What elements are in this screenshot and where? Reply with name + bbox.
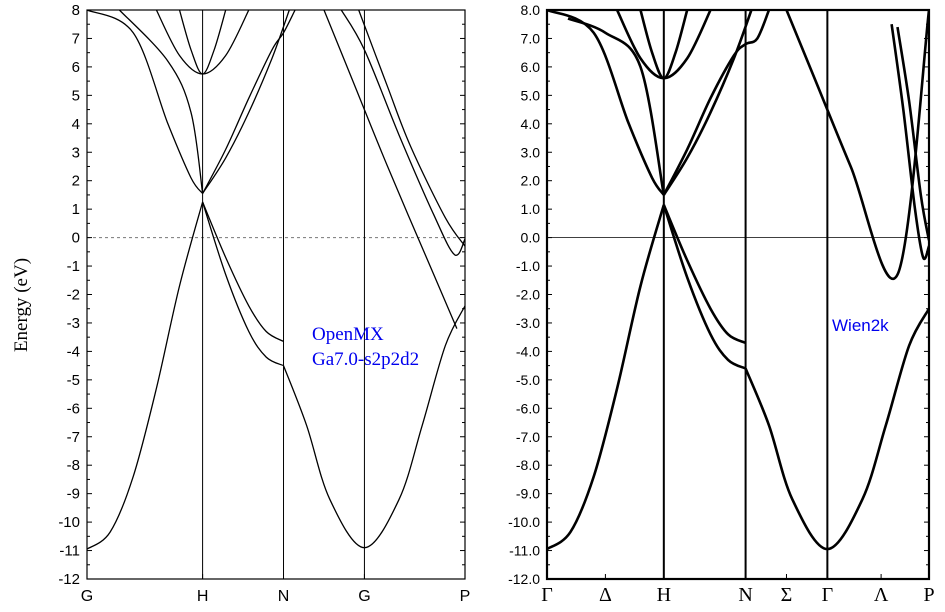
y-tick-label: 3 (72, 144, 80, 161)
y-tick-label: -12.0 (508, 571, 540, 587)
y-tick-label: 4.0 (521, 116, 541, 132)
y-tick-label: 8.0 (521, 2, 541, 18)
band-line (890, 24, 929, 261)
band-line (201, 201, 284, 342)
band-line (282, 305, 465, 549)
x-tick-label: N (278, 588, 290, 605)
method-annotation: Wien2k (832, 316, 889, 335)
y-tick-label: 1 (72, 201, 80, 218)
x-tick-label: H (657, 584, 671, 606)
y-tick-label: -8 (67, 457, 80, 474)
x-tick-label: G (358, 588, 370, 605)
band-line (202, 10, 296, 194)
y-tick-label: -6.0 (516, 400, 540, 416)
y-tick-label: -12 (58, 571, 80, 588)
y-tick-label: 7 (72, 30, 80, 47)
band-curves (547, 10, 929, 551)
band-line (662, 10, 753, 196)
x-tick-label: N (738, 584, 752, 606)
y-tick-label: -5.0 (516, 372, 540, 388)
y-tick-label: -2 (67, 287, 80, 304)
band-line (744, 308, 929, 551)
band-line (87, 201, 204, 550)
band-line (547, 204, 666, 551)
y-tick-label: -11.0 (509, 543, 540, 559)
y-tick-label: -2.0 (516, 287, 540, 303)
band-line (639, 10, 689, 80)
band-line (323, 10, 458, 329)
y-tick-label: 5.0 (521, 87, 541, 103)
y-tick-label: 2 (72, 173, 80, 190)
y-tick-label: 0.0 (521, 230, 541, 246)
x-tick-label: Λ (874, 584, 889, 606)
y-tick-label: 2.0 (521, 173, 541, 189)
y-tick-label: 6 (72, 59, 80, 76)
x-tick-label: P (923, 584, 934, 606)
y-axis-title: Energy (eV) (11, 257, 32, 353)
band-line (547, 10, 665, 196)
y-tick-label: 3.0 (521, 144, 541, 160)
y-tick-label: -4 (67, 343, 80, 360)
y-tick-label: -8.0 (516, 457, 540, 473)
x-tick-label: Γ (822, 584, 834, 606)
x-tick-label: H (197, 588, 209, 605)
y-tick-label: -9.0 (516, 486, 540, 502)
band-line (118, 10, 204, 194)
method-annotation: Ga7.0-s2p2d2 (312, 349, 419, 370)
y-tick-label: 6.0 (521, 59, 541, 75)
y-tick-label: -10.0 (508, 514, 540, 530)
y-tick-label: -9 (67, 486, 80, 503)
band-line (87, 10, 204, 194)
y-tick-label: -10 (58, 514, 80, 531)
y-tick-label: -4.0 (516, 343, 540, 359)
band-line (896, 26, 929, 241)
y-tick-label: -7 (67, 429, 80, 446)
band-line (662, 204, 747, 345)
y-tick-label: 7.0 (521, 30, 541, 46)
y-tick-label: 0 (72, 230, 80, 247)
x-tick-label: Σ (781, 584, 793, 606)
y-tick-label: -6 (67, 400, 80, 417)
y-tick-label: -11 (59, 543, 80, 560)
band-line (202, 10, 290, 194)
band-line (340, 10, 465, 256)
band-line (358, 10, 465, 247)
band-panel-right: 8.0 7.0 6.0 5.0 4.0 3.0 2.0 1.0 0.0 -1.0 -2.0 -3.0 -… (508, 2, 934, 606)
plot-frame (545, 8, 931, 581)
y-tick-label: -1 (67, 258, 80, 275)
plot-frame (86, 9, 466, 580)
y-tick-label: -7.0 (516, 429, 540, 445)
x-tick-label: P (460, 588, 471, 605)
y-tick-label: 1.0 (521, 201, 541, 217)
band-curves (87, 10, 465, 550)
y-tick-label: -5 (67, 372, 80, 389)
y-tick-label: 4 (72, 116, 80, 133)
method-annotation: OpenMX (312, 324, 384, 345)
band-line (178, 10, 227, 75)
band-line (567, 17, 666, 196)
y-tick-label: 5 (72, 87, 80, 104)
y-tick-label: 8 (72, 2, 80, 19)
y-tick-label: -3.0 (516, 315, 540, 331)
x-tick-label: Δ (599, 584, 612, 606)
x-tick-label: Γ (541, 584, 553, 606)
x-tick-label: G (81, 588, 93, 605)
band-line (201, 201, 284, 367)
y-tick-label: -1.0 (516, 258, 540, 274)
y-tick-label: -3 (67, 315, 80, 332)
band-line (662, 204, 747, 370)
